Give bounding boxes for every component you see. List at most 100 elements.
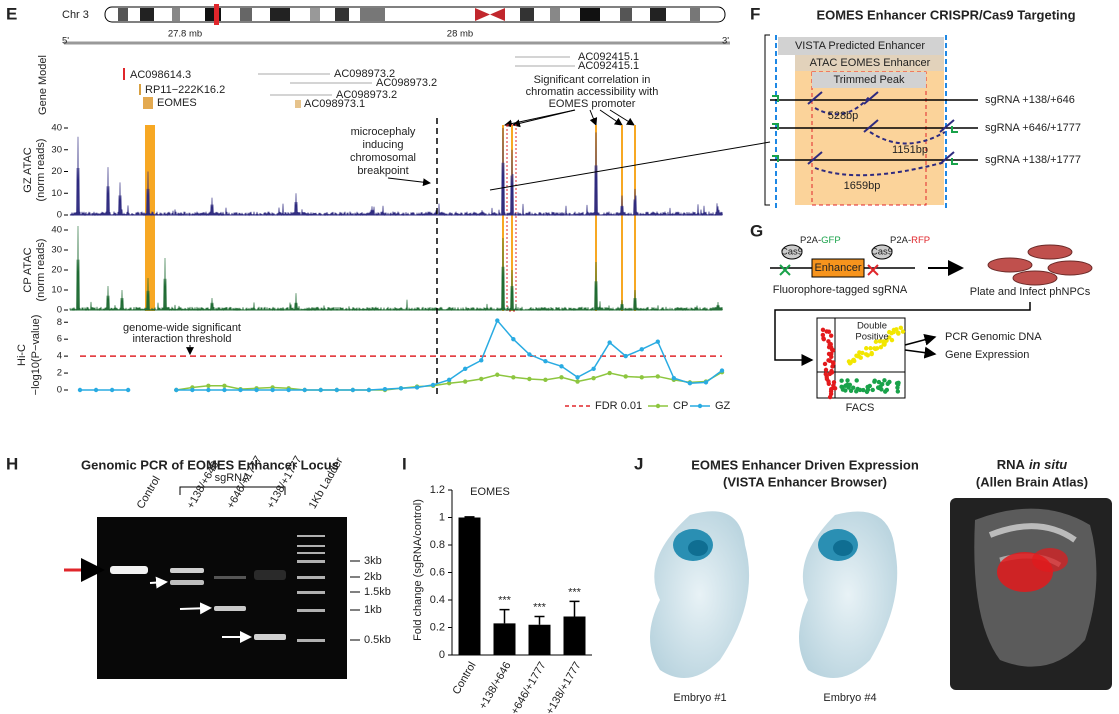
chromosome-label: Chr 3 xyxy=(62,9,89,21)
annotation: interaction threshold xyxy=(132,333,231,345)
guide-label: sgRNA +138/+646 xyxy=(985,94,1075,106)
significance: *** xyxy=(498,595,512,607)
shape xyxy=(1047,260,1093,276)
y-tick-label: 0 xyxy=(439,649,445,661)
deletion-size: 1151bp xyxy=(892,144,928,156)
facs-dot xyxy=(845,378,850,383)
panel-title: Genomic PCR of EOMES Enhancer Locus xyxy=(81,457,339,472)
shape xyxy=(772,95,779,102)
point xyxy=(559,364,564,369)
point xyxy=(334,387,339,393)
facs-dot xyxy=(884,338,889,343)
facs-dot xyxy=(832,386,838,391)
shape xyxy=(772,95,958,165)
guide-label: sgRNA +138/+1777 xyxy=(985,154,1081,166)
facs-dot xyxy=(829,354,834,360)
shape xyxy=(297,576,325,579)
gene-label: AC098614.3 xyxy=(130,69,191,81)
facs-dot xyxy=(884,387,890,393)
y-tick-label: 40 xyxy=(51,225,62,236)
shape xyxy=(772,155,779,162)
facs-dot xyxy=(854,389,859,394)
significance: *** xyxy=(533,601,547,613)
point xyxy=(350,387,356,393)
y-tick-label: 0 xyxy=(57,385,62,396)
protein-label: Cas9 xyxy=(781,247,803,258)
shape xyxy=(863,91,879,105)
shape xyxy=(807,91,823,105)
region-label: Trimmed Peak xyxy=(833,74,905,86)
facs-dot xyxy=(830,364,835,369)
point xyxy=(559,375,564,380)
shape xyxy=(254,634,286,640)
panel-subtitle: (Allen Brain Atlas) xyxy=(976,474,1088,489)
y-tick-label: 0.6 xyxy=(430,566,445,578)
ladder-label: 2kb xyxy=(364,571,382,583)
track-label: (norm reads) xyxy=(35,139,47,202)
facs-dot xyxy=(823,367,829,373)
point xyxy=(495,318,500,323)
shape xyxy=(772,123,779,130)
shape xyxy=(214,606,246,611)
shape xyxy=(512,109,576,128)
tag-label: P2A-RFP xyxy=(890,235,930,246)
point xyxy=(479,358,484,363)
ladder-label: 1.5kb xyxy=(364,586,391,598)
shape xyxy=(297,535,325,537)
shape xyxy=(621,125,623,311)
point xyxy=(446,377,452,383)
gene-models xyxy=(123,56,575,109)
enhancer-diagram xyxy=(764,34,978,208)
shape xyxy=(145,125,155,311)
facs-dot xyxy=(874,346,880,351)
point xyxy=(607,370,612,376)
facs-dot xyxy=(887,379,892,385)
y-axis-label: −log10(P−value) xyxy=(30,315,42,396)
facs-dot xyxy=(822,361,828,367)
shape xyxy=(360,8,385,21)
shape xyxy=(502,125,504,311)
shape xyxy=(814,95,871,116)
ideogram xyxy=(104,4,726,25)
point xyxy=(639,375,644,380)
shape xyxy=(310,8,320,21)
shape xyxy=(254,570,286,580)
bar xyxy=(528,624,551,655)
facs-dot xyxy=(889,337,895,343)
facs-dot xyxy=(857,387,863,393)
zoom-line xyxy=(489,141,771,191)
y-tick-label: 1 xyxy=(439,511,445,523)
facs-dot xyxy=(839,378,844,383)
tag-name: RFP xyxy=(911,235,930,246)
error-bar xyxy=(534,615,545,625)
facs-dot xyxy=(847,361,853,366)
y-tick-label: 10 xyxy=(51,285,62,296)
shape xyxy=(172,8,180,21)
point xyxy=(655,374,660,379)
y-tick-label: 0 xyxy=(57,305,62,316)
gate-label: Double xyxy=(857,321,887,332)
annotation: Significant correlation in xyxy=(534,74,651,86)
deletion-size: 1659bp xyxy=(844,180,881,192)
gene-label: AC092415.1 xyxy=(578,60,639,72)
shape xyxy=(104,6,726,23)
significance: *** xyxy=(568,586,582,598)
shape xyxy=(214,4,219,25)
facs-dot xyxy=(872,379,877,384)
bar xyxy=(458,517,481,655)
shape xyxy=(595,125,597,311)
track-label: (norm reads) xyxy=(35,239,47,302)
shape xyxy=(149,576,252,643)
y-tick-label: 4 xyxy=(57,351,62,362)
ladder-label: 0.5kb xyxy=(364,634,391,646)
gene-label: AC098973.2 xyxy=(336,89,397,101)
panel-letter: F xyxy=(750,4,760,23)
shape xyxy=(143,97,153,109)
track-label: CP ATAC xyxy=(22,247,34,292)
arrow xyxy=(904,333,937,346)
annotation: breakpoint xyxy=(357,165,408,177)
point xyxy=(222,387,227,393)
region-label: VISTA Predicted Enhancer xyxy=(795,40,925,52)
point xyxy=(591,366,596,372)
facs-dot xyxy=(898,325,904,331)
